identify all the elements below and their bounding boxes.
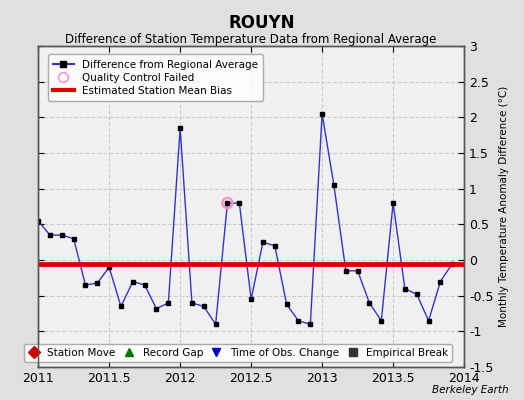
Y-axis label: Monthly Temperature Anomaly Difference (°C): Monthly Temperature Anomaly Difference (…	[499, 86, 509, 327]
Point	[223, 200, 232, 206]
Title: Difference of Station Temperature Data from Regional Average: Difference of Station Temperature Data f…	[66, 33, 437, 46]
Text: ROUYN: ROUYN	[229, 14, 295, 32]
Text: Berkeley Earth: Berkeley Earth	[432, 385, 508, 395]
Legend: Station Move, Record Gap, Time of Obs. Change, Empirical Break: Station Move, Record Gap, Time of Obs. C…	[24, 344, 452, 362]
